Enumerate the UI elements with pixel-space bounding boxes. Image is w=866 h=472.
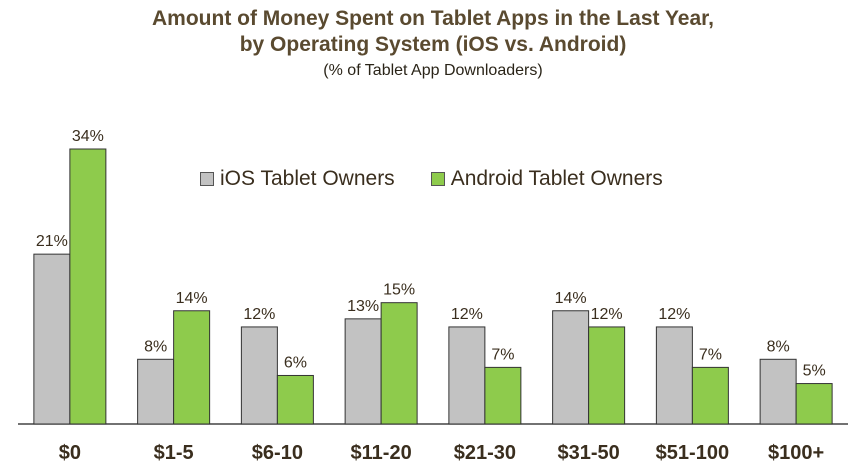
bar-ios-2: [240, 326, 278, 425]
data-label-android-4: 7%: [491, 346, 514, 363]
category-label-5: $31-50: [557, 442, 619, 464]
bar-android-0: [69, 148, 107, 425]
data-label-android-0: 34%: [72, 128, 104, 145]
bar-ios-4: [448, 326, 486, 425]
data-label-ios-0: 21%: [36, 233, 68, 250]
chart-title-line2: by Operating System (iOS vs. Android): [239, 33, 627, 56]
legend-swatch-android: [430, 172, 445, 186]
chart-legend: iOS Tablet Owners Android Tablet Owners: [200, 167, 699, 191]
data-label-ios-6: 12%: [658, 306, 690, 323]
bar-ios-0: [33, 253, 71, 425]
bar-ios-3: [344, 318, 382, 425]
data-label-android-2: 6%: [284, 354, 307, 371]
chart-title-block: Amount of Money Spent on Tablet Apps in …: [0, 6, 866, 82]
data-label-ios-1: 8%: [144, 338, 167, 355]
bar-android-2: [276, 374, 314, 425]
category-label-0: $0: [59, 442, 81, 464]
category-label-6: $51-100: [656, 442, 729, 464]
bar-android-5: [588, 326, 626, 425]
bar-ios-6: [655, 326, 693, 425]
category-label-2: $6-10: [252, 442, 303, 464]
bar-android-6: [691, 366, 729, 425]
bar-ios-5: [552, 310, 590, 425]
data-label-android-5: 12%: [591, 306, 623, 323]
data-label-android-6: 7%: [699, 346, 722, 363]
category-label-1: $1-5: [154, 442, 194, 464]
bar-android-1: [173, 310, 211, 425]
data-label-ios-3: 13%: [347, 298, 379, 315]
legend-label-ios: iOS Tablet Owners: [220, 167, 395, 190]
data-label-android-1: 14%: [176, 290, 208, 307]
legend-item-android: Android Tablet Owners: [430, 167, 663, 191]
data-label-ios-4: 12%: [451, 306, 483, 323]
legend-item-ios: iOS Tablet Owners: [200, 167, 395, 191]
bar-ios-7: [759, 358, 797, 425]
bar-ios-1: [137, 358, 175, 425]
bar-android-7: [795, 383, 833, 425]
category-label-4: $21-30: [454, 442, 516, 464]
bar-android-4: [484, 366, 522, 425]
legend-label-android: Android Tablet Owners: [450, 167, 663, 190]
legend-swatch-ios: [200, 172, 214, 186]
data-label-ios-2: 12%: [243, 306, 275, 323]
data-label-ios-7: 8%: [767, 338, 790, 355]
data-label-ios-5: 14%: [555, 290, 587, 307]
data-label-android-3: 15%: [383, 282, 415, 299]
category-label-7: $100+: [768, 442, 824, 464]
data-label-android-7: 5%: [803, 363, 826, 380]
chart-subtitle: (% of Tablet App Downloaders): [323, 62, 543, 79]
category-label-3: $11-20: [351, 442, 412, 464]
bar-android-3: [380, 302, 418, 425]
chart-title-line1: Amount of Money Spent on Tablet Apps in …: [152, 7, 714, 30]
